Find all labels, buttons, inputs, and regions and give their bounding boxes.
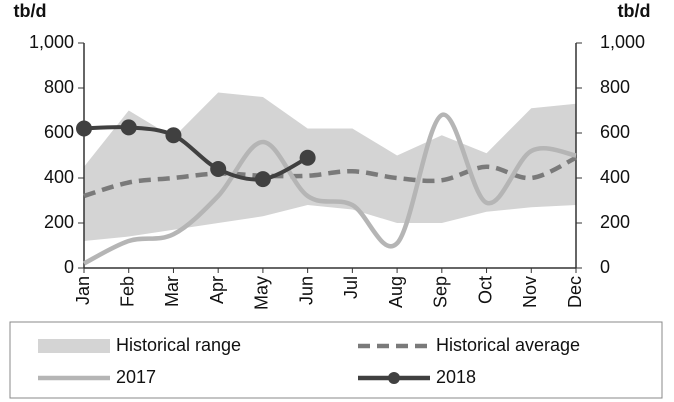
y2-axis-label: tb/d (618, 1, 651, 21)
x-tick-label: Sep (431, 276, 451, 308)
range-area (84, 92, 576, 241)
x-tick-label: Mar (162, 276, 182, 307)
y2-tick-label: 400 (600, 167, 630, 187)
series-marker (165, 127, 182, 144)
y-axis-label: tb/d (14, 1, 47, 21)
x-tick-label: Jun (296, 276, 316, 305)
x-tick-label: May (252, 276, 272, 310)
y-tick-label: 600 (44, 122, 74, 142)
y-tick-label: 0 (64, 257, 74, 277)
y-tick-label: 800 (44, 77, 74, 97)
x-tick-label: Feb (117, 276, 137, 307)
legend-label: Historical average (436, 335, 580, 355)
series-line (83, 155, 578, 199)
x-tick-label: Jan (73, 276, 93, 305)
series-marker (254, 171, 271, 188)
legend-box (9, 321, 663, 399)
y-tick-label: 1,000 (29, 32, 74, 52)
legend-label: 2017 (116, 367, 156, 387)
y2-tick-label: 800 (600, 77, 630, 97)
x-tick-label: Oct (475, 276, 495, 304)
x-tick-label: Aug (386, 276, 406, 308)
x-tick-label: Dec (565, 276, 585, 308)
y2-tick-label: 200 (600, 212, 630, 232)
series-line (82, 112, 577, 266)
y-tick-label: 200 (44, 212, 74, 232)
legend-marker (388, 372, 400, 384)
series-marker (76, 120, 92, 137)
legend-label: 2018 (436, 367, 476, 387)
legend-label: Historical range (116, 335, 241, 355)
x-tick-label: Apr (207, 276, 227, 304)
x-tick-label: Jul (341, 276, 361, 299)
y2-tick-label: 600 (600, 122, 630, 142)
series-marker (120, 119, 137, 136)
series-marker (210, 161, 227, 177)
x-tick-label: Nov (520, 276, 540, 308)
series-marker (299, 149, 316, 166)
y-tick-label: 400 (44, 167, 74, 187)
y2-tick-label: 1,000 (600, 32, 645, 52)
y2-tick-label: 0 (600, 257, 610, 277)
legend-swatch (38, 339, 110, 353)
